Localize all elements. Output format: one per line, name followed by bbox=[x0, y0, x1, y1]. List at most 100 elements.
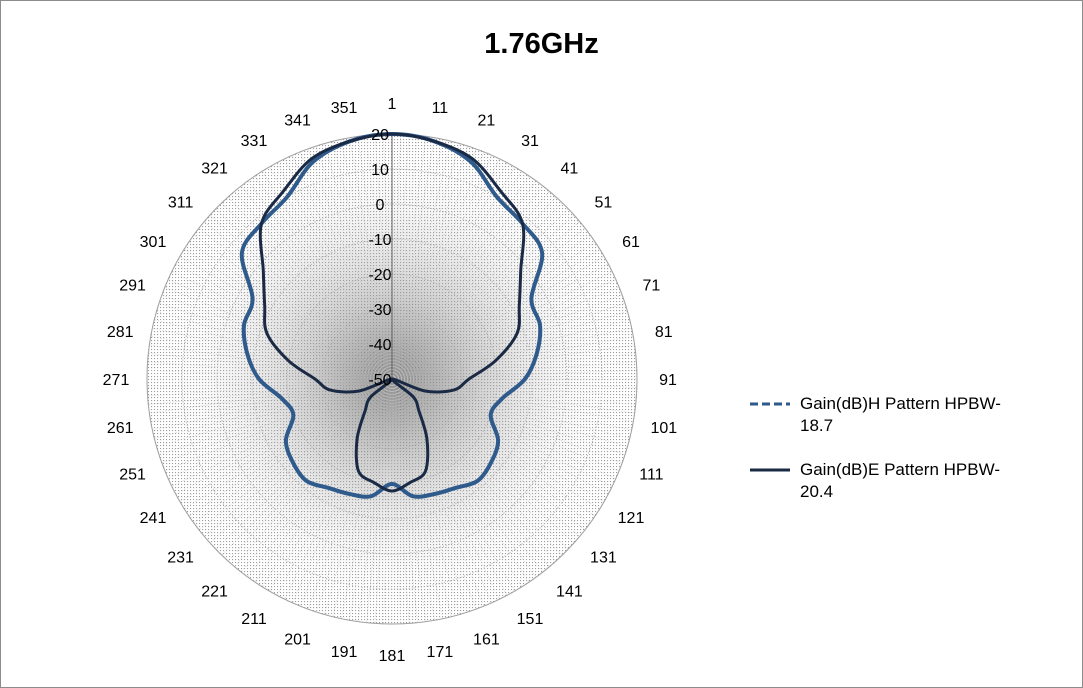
grid-spoke bbox=[324, 143, 393, 380]
series-line-h-pattern bbox=[239, 132, 545, 499]
grid-spoke bbox=[391, 214, 575, 380]
grid-spoke bbox=[391, 319, 630, 380]
grid-spoke bbox=[357, 136, 393, 380]
grid-spoke bbox=[156, 311, 393, 380]
grid-spoke bbox=[391, 378, 575, 544]
radial-tick-label: 20 bbox=[371, 127, 389, 144]
grid-spoke bbox=[391, 378, 508, 596]
grid-spoke bbox=[366, 378, 393, 623]
grid-spoke bbox=[391, 378, 634, 422]
angle-tick-label: 91 bbox=[659, 372, 677, 389]
grid-spoke bbox=[158, 303, 393, 380]
grid-spoke bbox=[391, 378, 401, 624]
grid-spoke bbox=[391, 145, 468, 380]
grid-spoke bbox=[391, 378, 636, 405]
chart-title: 1.76GHz bbox=[484, 28, 599, 60]
grid-spoke bbox=[340, 139, 393, 380]
legend-label-e-pattern: Gain(dB)E Pattern HPBW-20.4 bbox=[800, 460, 1000, 501]
grid-ring bbox=[251, 238, 533, 520]
grid-spoke bbox=[391, 158, 500, 380]
grid-spoke bbox=[391, 196, 557, 380]
angle-tick-label: 341 bbox=[284, 113, 311, 130]
grid-spoke bbox=[204, 378, 393, 537]
angle-tick-label: 161 bbox=[473, 631, 500, 648]
grid-spoke bbox=[150, 336, 393, 380]
angle-tick-label: 141 bbox=[556, 583, 583, 600]
grid-spoke bbox=[147, 370, 393, 380]
grid-spoke bbox=[383, 134, 393, 380]
grid-spoke bbox=[156, 378, 393, 447]
grid-spoke bbox=[332, 378, 393, 617]
angle-tick-label: 151 bbox=[517, 611, 544, 628]
grid-spoke bbox=[391, 378, 630, 439]
grid-spoke bbox=[391, 378, 537, 578]
grid-spoke bbox=[391, 143, 460, 380]
angle-tick-label: 31 bbox=[521, 133, 539, 150]
grid-spoke bbox=[391, 378, 444, 619]
grid-spoke bbox=[391, 378, 637, 388]
grid-spoke bbox=[307, 148, 393, 380]
grid-spoke bbox=[391, 378, 485, 607]
grid-spoke bbox=[332, 141, 393, 380]
grid-spoke bbox=[215, 208, 393, 380]
grid-spoke bbox=[391, 271, 613, 380]
grid-spoke bbox=[152, 378, 393, 431]
grid-spoke bbox=[171, 271, 393, 380]
grid-spoke bbox=[154, 378, 393, 439]
grid-spoke bbox=[391, 378, 500, 600]
grid-spoke bbox=[357, 378, 393, 622]
grid-spoke bbox=[391, 378, 580, 537]
grid-spoke bbox=[149, 378, 393, 414]
grid-spoke bbox=[391, 378, 596, 517]
angle-tick-label: 121 bbox=[618, 510, 645, 527]
grid-spoke bbox=[391, 175, 530, 380]
grid-spoke bbox=[391, 378, 460, 615]
grid-spoke bbox=[391, 162, 508, 380]
angle-tick-label: 271 bbox=[103, 372, 130, 389]
grid-spoke bbox=[221, 202, 393, 380]
grid-spoke bbox=[391, 263, 609, 380]
grid-spoke bbox=[276, 162, 393, 380]
radial-tick-labels: 20 10 0 -10 -20 -30 -40 -50 bbox=[368, 127, 391, 389]
grid-spoke bbox=[391, 286, 620, 380]
angle-tick-label: 1 bbox=[388, 96, 397, 113]
grid-spoke bbox=[391, 378, 452, 617]
grid-spoke bbox=[269, 378, 393, 592]
grid-spoke bbox=[391, 378, 635, 414]
angle-tick-label: 71 bbox=[643, 278, 661, 295]
grid-spoke bbox=[391, 378, 600, 510]
grid-spoke bbox=[391, 378, 523, 587]
angle-tick-label: 81 bbox=[655, 324, 673, 341]
grid-spoke bbox=[391, 134, 401, 380]
grid-spoke bbox=[149, 344, 393, 380]
grid-spoke bbox=[391, 378, 609, 495]
legend-swatch-solid bbox=[750, 468, 790, 472]
grid-spoke bbox=[391, 171, 523, 380]
grid-spoke bbox=[179, 378, 393, 502]
grid-spoke bbox=[152, 327, 393, 380]
grid-spoke bbox=[148, 378, 393, 405]
grid-spoke bbox=[391, 378, 616, 479]
grid-spoke bbox=[391, 141, 452, 380]
grid-spoke bbox=[391, 378, 563, 556]
grid-spoke bbox=[391, 155, 492, 380]
grid-spoke bbox=[391, 248, 600, 380]
grid-spoke bbox=[391, 361, 637, 380]
grid-spoke bbox=[391, 378, 435, 621]
series-line-e-pattern bbox=[258, 132, 526, 493]
legend: Gain(dB)H Pattern HPBW-18.7 Gain(dB)E Pa… bbox=[748, 393, 1048, 525]
radial-tick-label: 0 bbox=[376, 197, 385, 214]
angle-tick-label: 41 bbox=[561, 161, 579, 178]
angle-tick-label: 291 bbox=[119, 278, 146, 295]
grid-spoke bbox=[147, 361, 393, 380]
grid-spoke bbox=[391, 137, 435, 380]
grid-spoke bbox=[391, 221, 580, 380]
grid-spoke bbox=[204, 221, 393, 380]
grid-spoke bbox=[391, 202, 563, 380]
grid-spoke bbox=[391, 378, 623, 464]
grid-spoke bbox=[391, 378, 626, 455]
grid-spoke bbox=[247, 378, 393, 578]
angle-tick-label: 311 bbox=[168, 195, 194, 212]
angle-tick-label: 301 bbox=[140, 234, 167, 251]
